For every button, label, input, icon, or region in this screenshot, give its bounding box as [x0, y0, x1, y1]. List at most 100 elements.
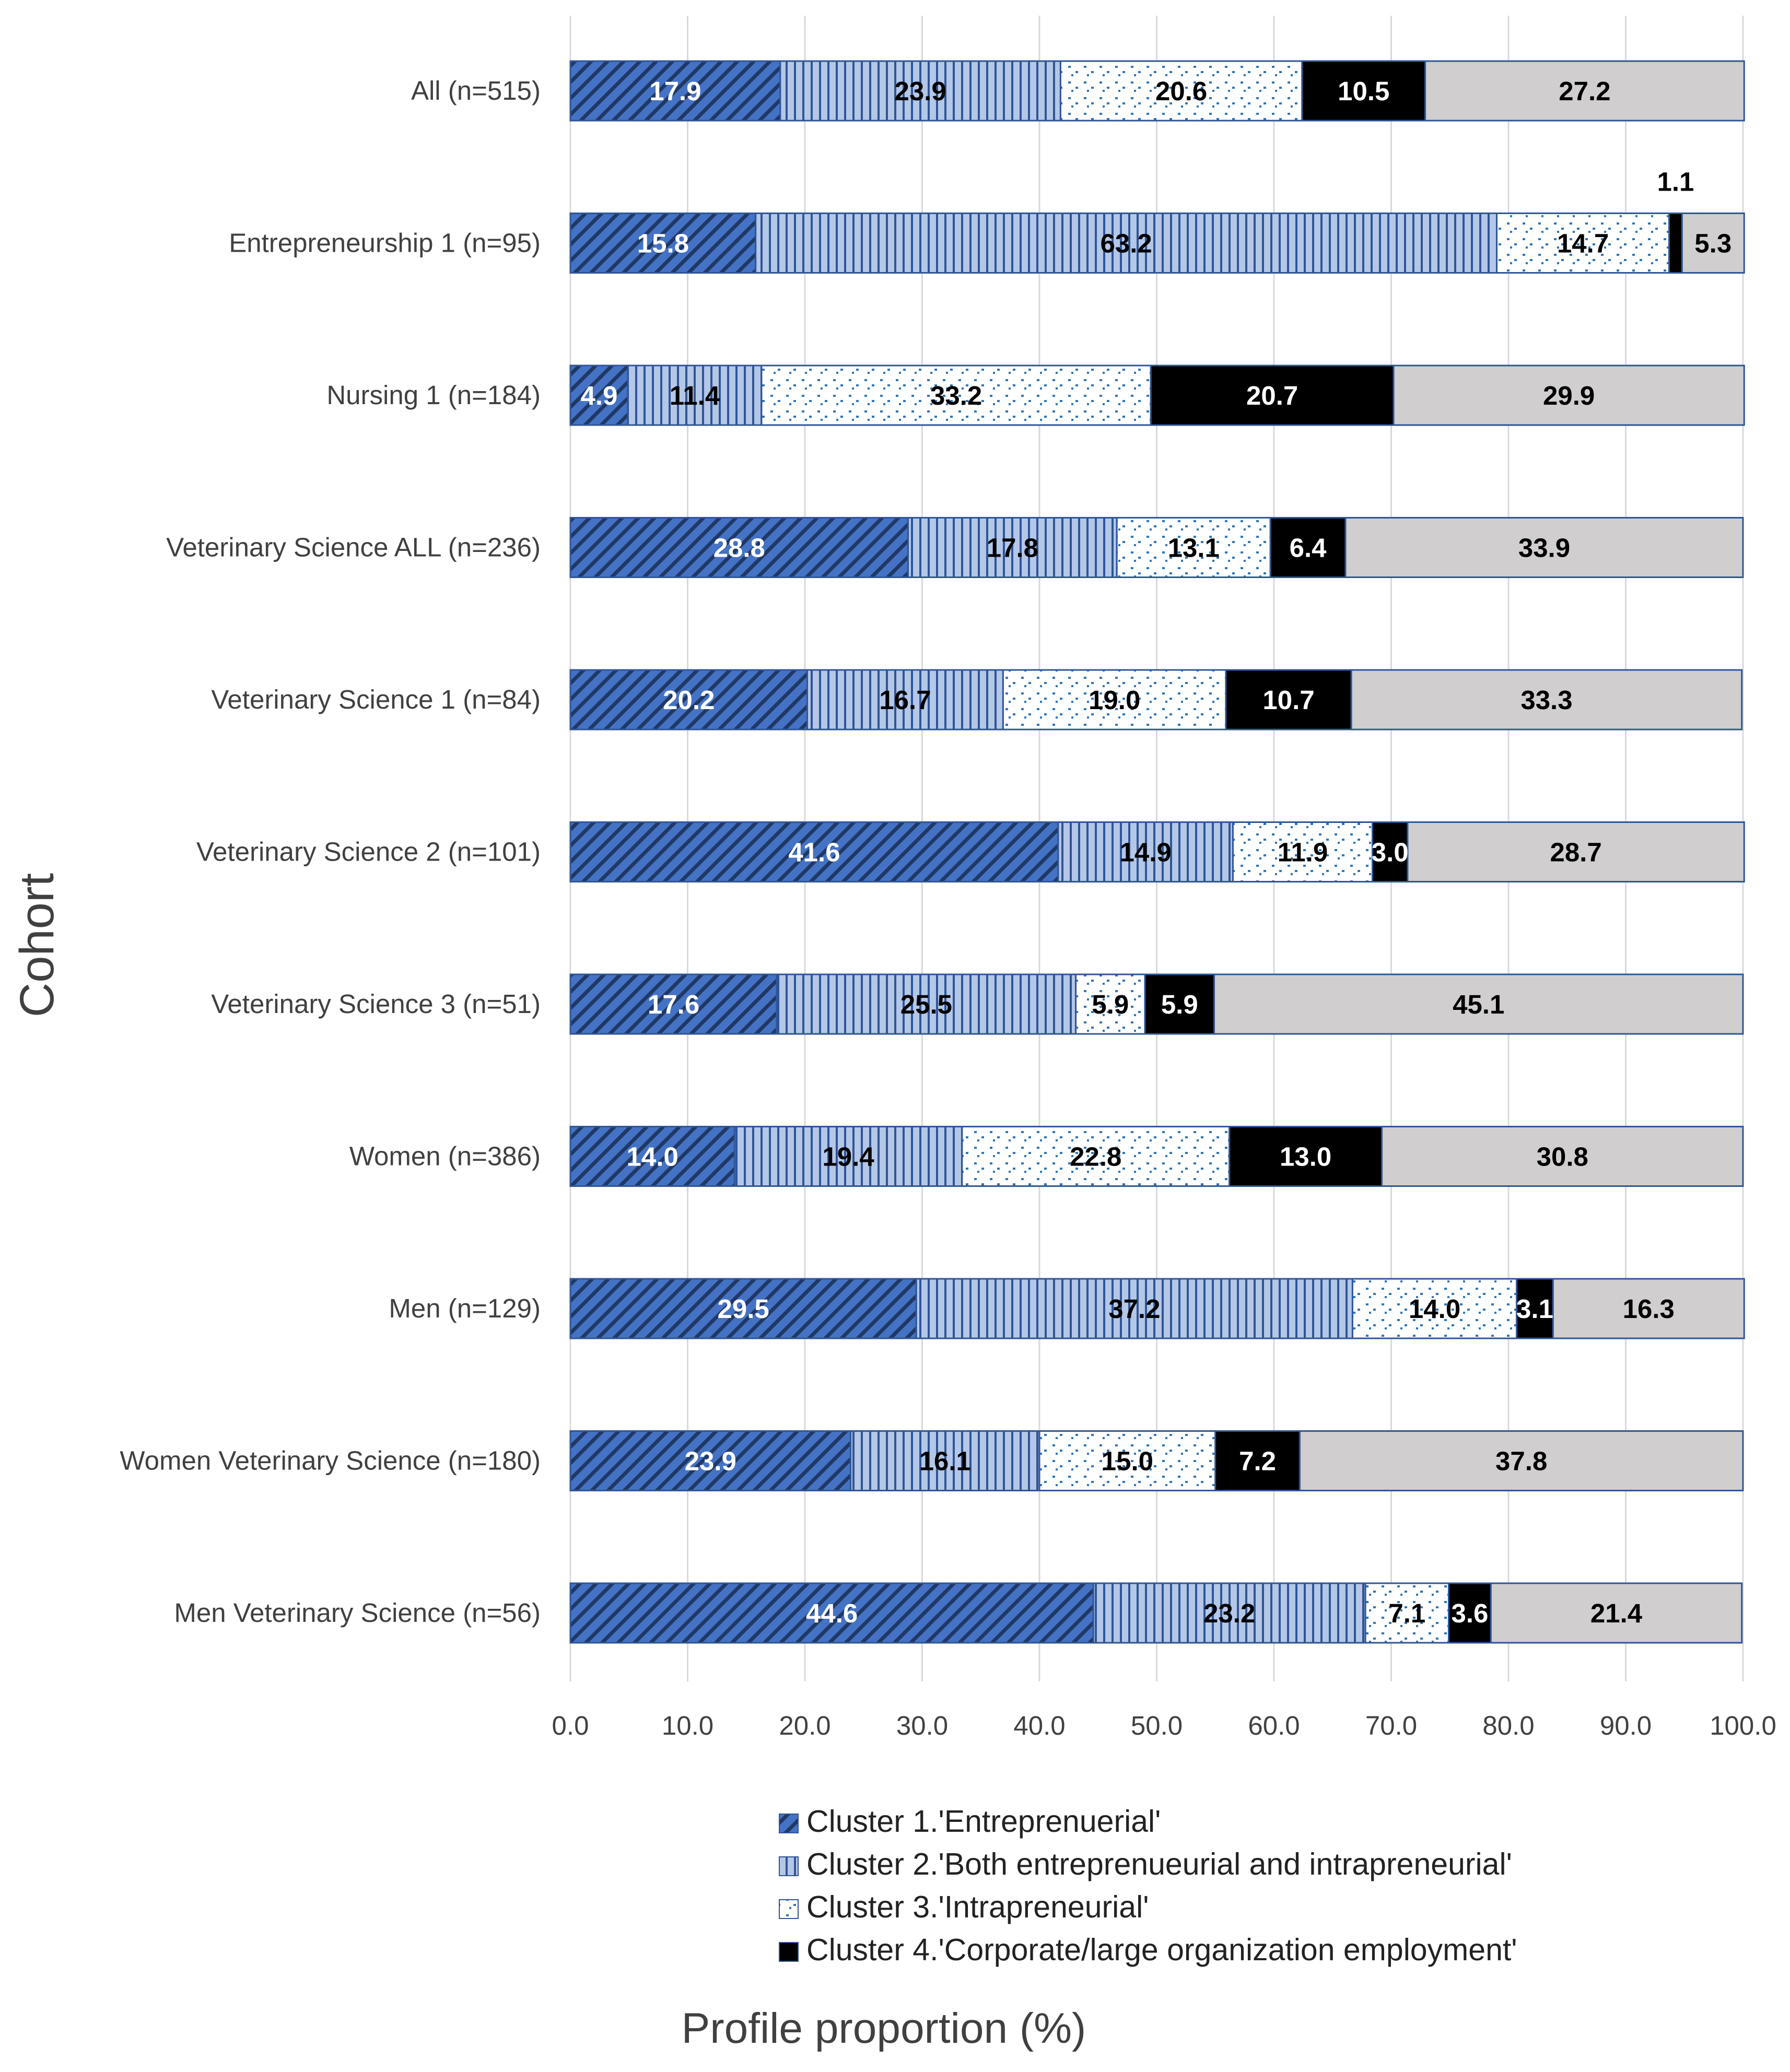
data-label: 14.9	[1120, 838, 1172, 867]
data-label: 3.6	[1451, 1598, 1488, 1628]
data-label: 4.9	[581, 381, 618, 410]
bar-segment	[1350, 669, 1743, 731]
bar-segment	[1668, 213, 1683, 274]
data-label: 20.6	[1155, 76, 1207, 106]
bar-segment	[627, 364, 763, 426]
data-label: 23.2	[1203, 1598, 1255, 1628]
legend-entry: Cluster 2.'Both entreprenueurial and int…	[806, 1847, 1512, 1881]
bar-segment	[1229, 1126, 1383, 1187]
x-tick-label: 10.0	[662, 1711, 713, 1740]
data-label: 23.9	[894, 76, 946, 106]
bar-segment	[1092, 1582, 1366, 1644]
bars	[569, 60, 1745, 1644]
bar-segment	[961, 1126, 1231, 1187]
data-label: 19.0	[1089, 685, 1140, 715]
category-label: Men Veterinary Science (n=56)	[174, 1598, 541, 1628]
legend-entry: Cluster 1.'Entreprenuerial'	[806, 1804, 1161, 1839]
bar-segment	[779, 60, 1061, 122]
x-axis-ticks: 0.0 10.0 20.0 30.0 40.0 50.0 60.0 70.0 80.0 90.0 1…	[552, 1711, 1776, 1740]
category-label: Veterinary Science ALL (n=236)	[166, 533, 541, 562]
data-label: 16.7	[879, 685, 931, 715]
bar-segment	[1225, 669, 1352, 731]
data-label: 11.9	[1278, 838, 1328, 867]
bar-segment	[569, 60, 781, 122]
bar-segment	[569, 821, 1059, 882]
bar-segment	[1407, 821, 1745, 882]
data-label: 15.0	[1102, 1446, 1153, 1476]
legend-swatch	[779, 1899, 799, 1919]
bar-segment	[1490, 1582, 1743, 1644]
data-label: 30.8	[1537, 1142, 1588, 1172]
bar-segment	[1448, 1582, 1492, 1644]
category-labels: All (n=515) Entrepreneurship 1 (n=95) Nurs…	[120, 76, 541, 1628]
data-label: 13.0	[1280, 1142, 1331, 1172]
bar-segment	[569, 973, 778, 1035]
bar-segment	[1144, 973, 1215, 1035]
data-label: 19.4	[822, 1142, 874, 1172]
data-label: 6.4	[1290, 533, 1327, 563]
bar-segment	[1038, 1430, 1216, 1491]
data-label: 16.1	[919, 1446, 971, 1476]
data-label: 14.0	[1409, 1294, 1460, 1324]
data-label: 21.4	[1590, 1598, 1643, 1628]
bar-segment	[1213, 973, 1744, 1035]
data-label: 5.3	[1694, 229, 1731, 258]
data-label: 45.1	[1453, 990, 1504, 1019]
data-label: 11.4	[670, 381, 720, 410]
data-label: 41.6	[788, 838, 840, 867]
bar-segment	[1150, 364, 1395, 426]
data-label: 3.0	[1372, 838, 1409, 867]
x-tick-label: 100.0	[1710, 1711, 1776, 1740]
bar-segment	[755, 213, 1498, 274]
y-axis-title: Cohort	[10, 873, 64, 1017]
bar-segment	[1344, 517, 1744, 578]
data-label: 27.2	[1559, 76, 1610, 106]
bar-segment	[907, 517, 1118, 578]
x-tick-label: 80.0	[1482, 1711, 1534, 1740]
data-label: 33.3	[1520, 685, 1572, 715]
category-label: Veterinary Science 1 (n=84)	[211, 685, 541, 714]
bar-segment	[569, 517, 909, 578]
segment-labels: 17.9 23.9 20.6 10.5 27.2 15.8 63.2 14.7 1.1 5.3 4.…	[581, 76, 1732, 1628]
category-label: Women Veterinary Science (n=180)	[120, 1446, 541, 1476]
bar-segment	[569, 1430, 852, 1491]
x-tick-label: 70.0	[1365, 1711, 1417, 1740]
category-label: All (n=515)	[411, 76, 541, 105]
legend-swatch	[779, 1856, 799, 1876]
bar-segment	[569, 364, 629, 426]
bar-segment	[915, 1278, 1353, 1339]
data-label: 37.8	[1495, 1446, 1547, 1476]
bar-segment	[569, 1582, 1094, 1644]
bar-segment	[1393, 364, 1745, 426]
category-label: Men (n=129)	[389, 1293, 541, 1323]
data-label: 63.2	[1100, 229, 1152, 258]
bar-segment	[1681, 213, 1745, 274]
legend-swatch	[779, 1942, 799, 1962]
bar-segment	[569, 669, 808, 731]
data-label: 20.2	[663, 685, 715, 715]
data-label: 23.9	[685, 1446, 736, 1476]
data-label: 15.8	[637, 229, 689, 258]
bar-segment	[569, 1278, 917, 1339]
data-label: 17.8	[987, 533, 1038, 563]
bar-segment	[776, 973, 1077, 1035]
bar-segment	[1516, 1278, 1554, 1339]
legend-entry: Cluster 3.'Intrapreneurial'	[806, 1890, 1149, 1924]
bar-segment	[733, 1126, 963, 1187]
x-axis-title: Profile proportion (%)	[682, 2005, 1086, 2052]
bar-segment	[1364, 1582, 1450, 1644]
category-label: Nursing 1 (n=184)	[326, 380, 541, 410]
data-label: 33.2	[930, 381, 982, 410]
bar-segment	[1269, 517, 1347, 578]
x-tick-label: 0.0	[552, 1711, 589, 1740]
data-label: 33.9	[1518, 533, 1570, 563]
data-label: 10.7	[1262, 685, 1314, 715]
category-label: Entrepreneurship 1 (n=95)	[229, 228, 541, 258]
x-tick-label: 30.0	[896, 1711, 948, 1740]
bar-segment	[1002, 669, 1227, 731]
data-label: 13.1	[1168, 533, 1220, 563]
data-label: 3.1	[1516, 1294, 1553, 1324]
bar-segment	[1057, 821, 1234, 882]
bar-segment	[1301, 60, 1426, 122]
data-label: 44.6	[806, 1598, 858, 1628]
